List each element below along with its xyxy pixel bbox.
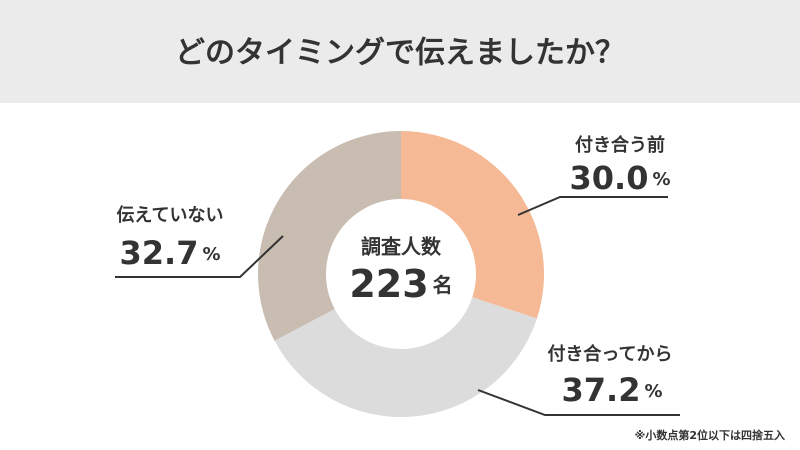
value-unit: % (652, 169, 670, 190)
value-label-group: 37.2% (562, 371, 663, 409)
sample-size: 223 名 (349, 262, 452, 306)
donut (257, 130, 544, 418)
title-bar (0, 0, 800, 103)
value-unit: % (202, 244, 220, 265)
chart-title: どのタイミングで伝えましたか？ (175, 36, 625, 71)
slice (274, 297, 537, 418)
value-unit: % (644, 381, 662, 402)
value-label-group: 30.0% (570, 159, 671, 197)
category-label: 付き合ってから (547, 343, 672, 365)
leader-line (477, 389, 680, 416)
slice (257, 130, 401, 341)
value-label: 37.2 (562, 371, 641, 409)
slice (401, 131, 544, 319)
leader-line (115, 235, 284, 278)
leader-line (517, 196, 668, 216)
value-label: 32.7 (120, 234, 199, 272)
center-label: 調査人数 (361, 235, 442, 259)
sample-unit: 名 (433, 273, 453, 297)
value-label-group: 32.7% (120, 234, 221, 272)
value-label: 30.0 (570, 159, 649, 197)
category-label: 伝えていない (116, 204, 223, 226)
sample-number: 223 (349, 262, 428, 306)
note: ※小数点第2位以下は四捨五入 (635, 428, 785, 442)
category-label: 付き合う前 (575, 134, 665, 156)
